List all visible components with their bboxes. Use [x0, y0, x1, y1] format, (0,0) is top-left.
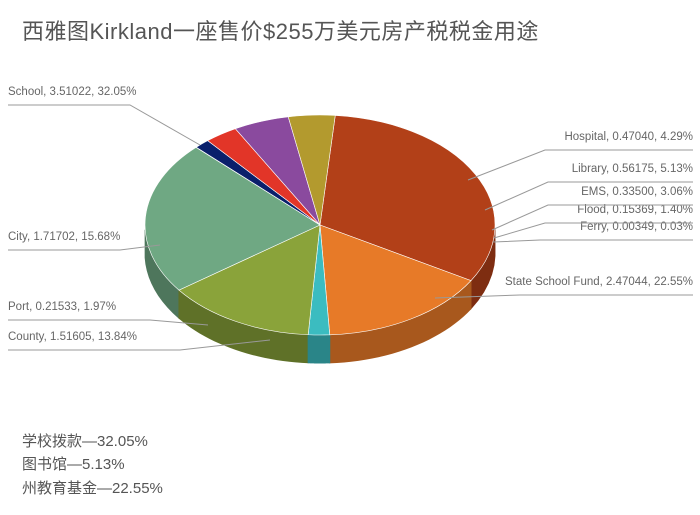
- footer-line: 州教育基金—22.55%: [22, 477, 163, 500]
- label-port: Port, 0.21533, 1.97%: [8, 301, 116, 313]
- label-county: County, 1.51605, 13.84%: [8, 331, 137, 343]
- label-library: Library, 0.56175, 5.13%: [572, 163, 693, 175]
- label-hospital: Hospital, 0.47040, 4.29%: [564, 131, 693, 143]
- chart-title: 西雅图Kirkland一座售价$255万美元房产税税金用途: [22, 14, 539, 46]
- footer-line: 学校拨款—32.05%: [22, 430, 163, 453]
- label-ems: EMS, 0.33500, 3.06%: [581, 186, 693, 198]
- footer-summary: 学校拨款—32.05%图书馆—5.13%州教育基金—22.55%: [22, 430, 163, 500]
- label-flood: Flood, 0.15369, 1.40%: [577, 204, 693, 216]
- label-school: School, 3.51022, 32.05%: [8, 86, 137, 98]
- label-state-school-fund: State School Fund, 2.47044, 22.55%: [505, 276, 693, 288]
- label-city: City, 1.71702, 15.68%: [8, 231, 120, 243]
- footer-line: 图书馆—5.13%: [22, 453, 163, 476]
- pie-chart: School, 3.51022, 32.05% City, 1.71702, 15…: [0, 50, 700, 390]
